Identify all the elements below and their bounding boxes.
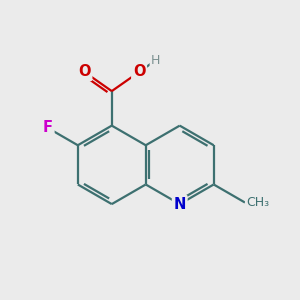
Text: F: F — [43, 121, 53, 136]
Text: CH₃: CH₃ — [246, 196, 270, 209]
Text: N: N — [173, 196, 186, 211]
Text: O: O — [78, 64, 91, 80]
Text: O: O — [133, 64, 145, 80]
Text: H: H — [151, 54, 160, 67]
